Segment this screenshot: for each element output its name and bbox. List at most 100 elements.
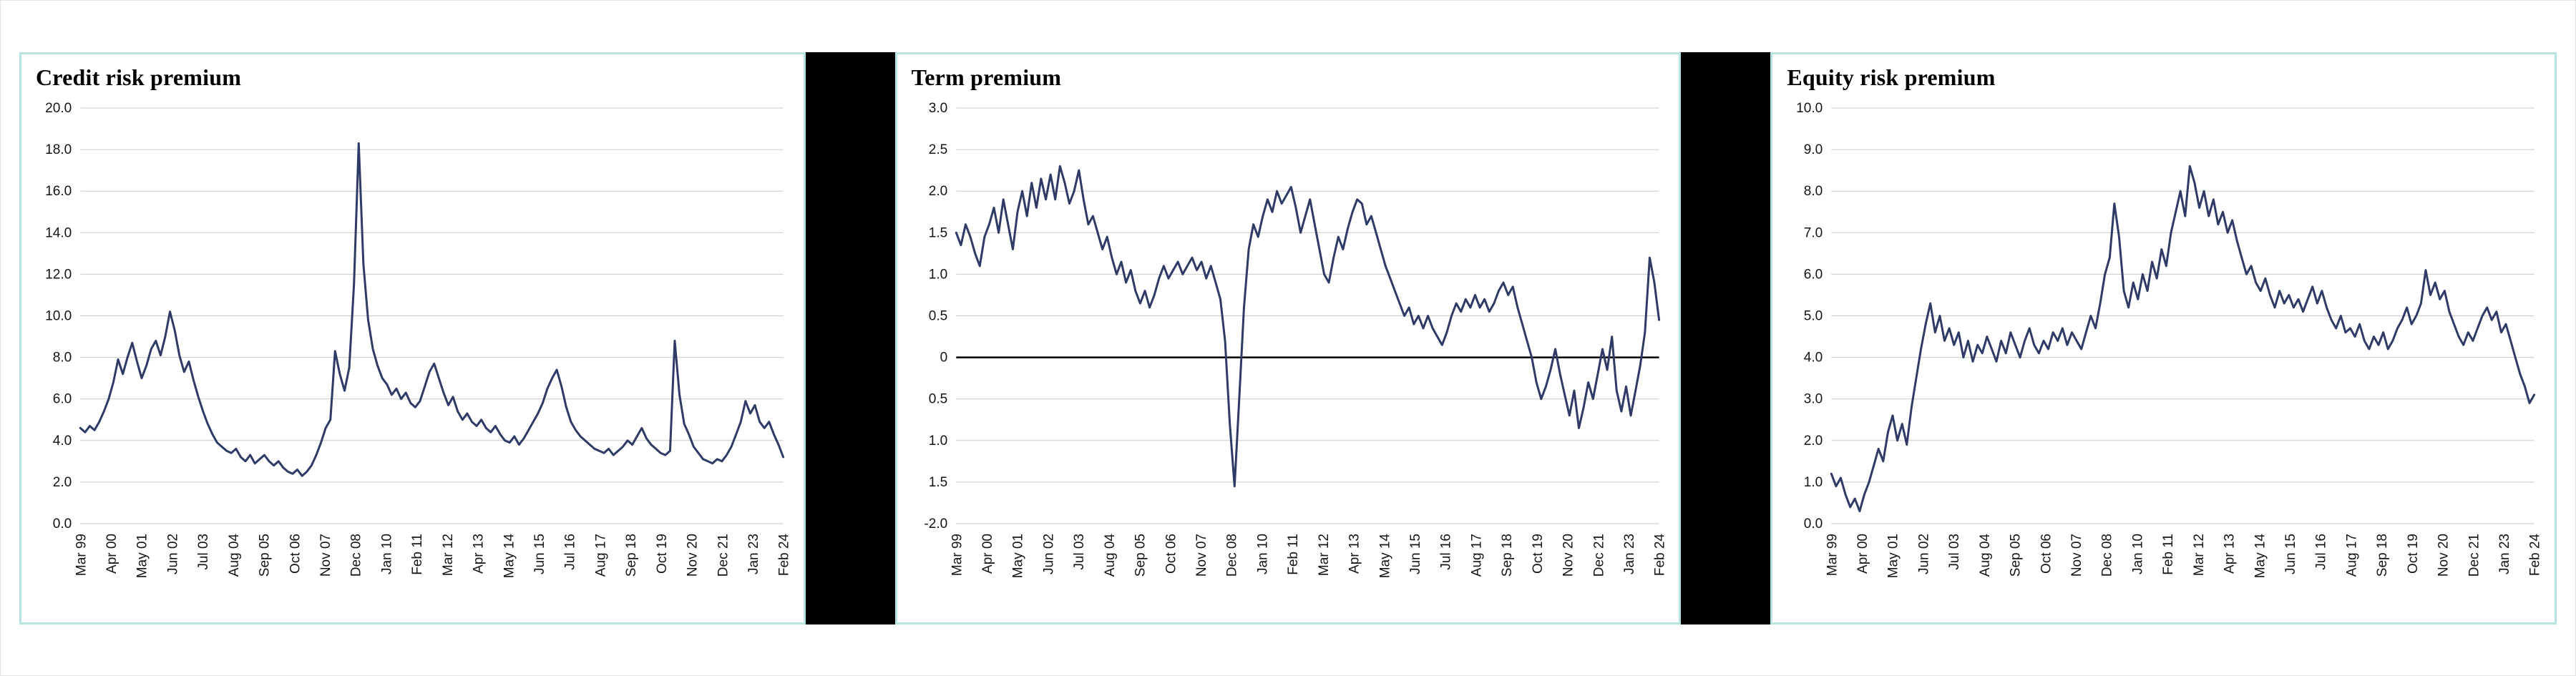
y-tick-label: 6.0 (1804, 267, 1823, 282)
y-tick-label: 2.0 (1804, 433, 1823, 449)
x-tick-label: Nov 20 (1561, 534, 1576, 577)
chart-title-equity-risk-premium: Equity risk premium (1787, 64, 1996, 90)
x-tick-label: Apr 00 (980, 534, 995, 574)
x-tick-label: May 14 (1377, 534, 1392, 579)
x-tick-label: Jan 23 (2497, 534, 2512, 574)
x-tick-label: Aug 17 (2345, 534, 2360, 577)
y-tick-label: 2.0 (53, 475, 72, 490)
x-tick-label: Jul 16 (1438, 534, 1453, 570)
x-tick-label: Jun 02 (1917, 534, 1932, 574)
x-tick-label: Dec 21 (2467, 534, 2482, 577)
y-tick-label: 9.0 (1804, 142, 1823, 157)
y-tick-label: 8.0 (53, 351, 72, 366)
separator-bar (805, 52, 895, 624)
x-tick-label: Mar 99 (74, 534, 89, 576)
x-tick-label: Apr 13 (472, 534, 487, 574)
credit-risk-premium-chart: 20.018.016.014.012.010.08.06.04.02.00.0M… (45, 101, 792, 579)
x-tick-label: Oct 06 (2039, 534, 2054, 574)
separator-bar (1681, 52, 1771, 624)
x-tick-label: Sep 05 (1133, 534, 1148, 577)
x-tick-label: Jan 23 (1622, 534, 1637, 574)
x-tick-label: Jan 10 (379, 534, 394, 574)
x-tick-label: Aug 17 (1469, 534, 1484, 577)
x-tick-label: Dec 21 (1591, 534, 1606, 577)
y-tick-label: 1.5 (928, 475, 947, 490)
x-tick-label: Mar 12 (2192, 534, 2207, 576)
x-tick-label: Aug 04 (227, 534, 242, 577)
y-tick-label: 12.0 (45, 267, 72, 282)
x-tick-label: Feb 11 (2161, 534, 2176, 575)
x-tick-label: Jan 10 (2131, 534, 2146, 574)
y-tick-label: 8.0 (1804, 184, 1823, 199)
x-tick-label: May 01 (1010, 534, 1025, 578)
x-tick-label: Apr 00 (104, 534, 119, 574)
x-tick-label: Jan 10 (1255, 534, 1270, 574)
x-tick-label: Dec 08 (1224, 534, 1239, 577)
x-tick-label: Jul 03 (1072, 534, 1087, 570)
y-tick-label: 16.0 (45, 184, 72, 199)
y-tick-label: 1.0 (928, 433, 947, 449)
series-line (1830, 165, 2536, 513)
x-tick-label: May 01 (1886, 534, 1901, 578)
y-tick-label: 0.5 (928, 392, 947, 407)
x-tick-label: Mar 99 (1825, 534, 1840, 576)
panel-credit-risk-premium: Credit risk premium 20.0 18.0 16.0 14.0 12.0… (19, 52, 806, 624)
x-tick-label: Aug 04 (1103, 534, 1118, 577)
y-tick-label: 0.0 (1804, 516, 1823, 532)
y-tick-label: 4.0 (1804, 351, 1823, 366)
x-tick-label: Feb 24 (1652, 534, 1667, 577)
x-tick-label: Apr 13 (1347, 534, 1362, 574)
x-tick-label: Jun 15 (532, 534, 547, 574)
x-tick-label: Sep 18 (624, 534, 639, 577)
y-tick-label: 7.0 (1804, 225, 1823, 240)
chart-row: Credit risk premium 20.0 18.0 16.0 14.0 12.0… (19, 52, 2557, 624)
x-tick-label: Jun 02 (1041, 534, 1056, 574)
y-tick-label: 20.0 (45, 101, 72, 116)
x-tick-label: Jun 02 (165, 534, 180, 574)
x-tick-label: Nov 07 (1194, 534, 1209, 577)
y-tick-label: 10.0 (45, 309, 72, 324)
y-tick-label: -2.0 (924, 516, 947, 532)
y-tick-label: 6.0 (53, 392, 72, 407)
y-tick-label: 1.0 (928, 267, 947, 282)
chart-title-term-premium: Term premium (911, 64, 1062, 90)
y-tick-label: 3.0 (1804, 392, 1823, 407)
x-tick-label: Feb 24 (2528, 534, 2543, 577)
x-tick-label: Oct 06 (1163, 534, 1179, 574)
x-tick-label: Jan 23 (746, 534, 761, 574)
x-tick-label: Nov 20 (2436, 534, 2451, 577)
x-tick-label: May 01 (135, 534, 150, 578)
series-line (79, 142, 785, 477)
x-tick-label: Dec 08 (349, 534, 364, 577)
x-tick-label: Jul 03 (196, 534, 211, 570)
x-tick-label: Oct 19 (1530, 534, 1545, 574)
x-tick-label: Jun 15 (2283, 534, 2298, 574)
x-tick-label: Nov 07 (2069, 534, 2084, 577)
x-tick-label: Sep 18 (2375, 534, 2390, 577)
y-tick-label: 3.0 (928, 101, 947, 116)
y-tick-label: 2.5 (928, 142, 947, 157)
y-tick-label: 2.0 (928, 184, 947, 199)
x-tick-label: Feb 24 (777, 534, 792, 577)
panel-equity-risk-premium: Equity risk premium 10.0 9.0 8.0 7.0 6.0 5.0 4… (1770, 52, 2557, 624)
x-tick-label: May 14 (502, 534, 517, 579)
y-tick-label: 18.0 (45, 142, 72, 157)
x-tick-label: Sep 05 (258, 534, 273, 577)
y-tick-label: 4.0 (53, 433, 72, 449)
x-tick-label: Oct 19 (655, 534, 670, 574)
x-tick-label: Apr 00 (1855, 534, 1870, 574)
x-tick-label: Oct 19 (2406, 534, 2421, 574)
y-tick-label: 1.5 (928, 225, 947, 240)
y-tick-label: 0 (940, 351, 947, 366)
x-tick-label: Mar 99 (950, 534, 965, 576)
x-tick-label: Mar 12 (441, 534, 456, 576)
y-tick-label: 14.0 (45, 225, 72, 240)
x-tick-label: Dec 08 (2100, 534, 2115, 577)
x-tick-label: Aug 17 (593, 534, 608, 577)
x-tick-label: Dec 21 (716, 534, 731, 577)
x-tick-label: Aug 04 (1978, 534, 1993, 577)
y-tick-label: 1.0 (1804, 475, 1823, 490)
